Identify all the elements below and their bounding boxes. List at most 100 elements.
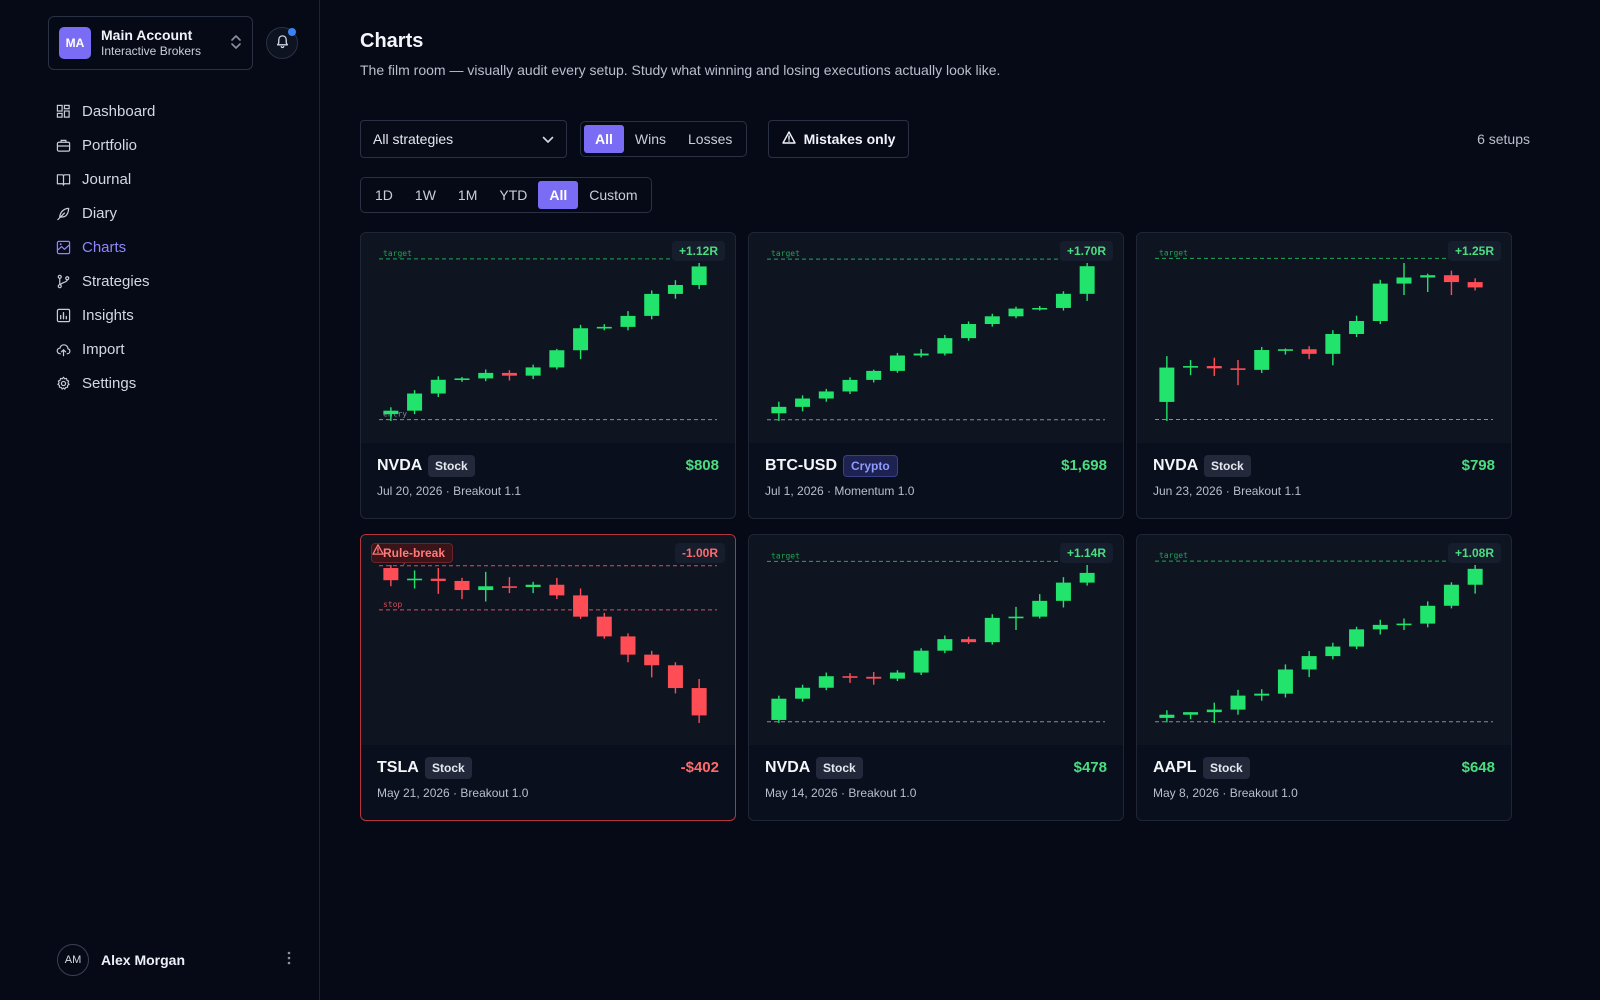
trade-date: Jun 23, 2026 — [1153, 484, 1223, 498]
candle-body — [644, 654, 660, 666]
sidebar-item-portfolio[interactable]: Portfolio — [48, 128, 288, 162]
sidebar-item-strategies[interactable]: Strategies — [48, 264, 288, 298]
sidebar-item-insights[interactable]: Insights — [48, 298, 288, 332]
user-name: Alex Morgan — [101, 952, 186, 968]
candle-body — [1159, 714, 1175, 718]
candle-body — [1396, 623, 1412, 626]
candle-body — [691, 688, 707, 716]
candlestick-chart: targetentry+1.12R — [361, 233, 735, 443]
candle-body — [866, 676, 882, 679]
candle-up — [596, 324, 612, 331]
candle-up — [667, 280, 683, 299]
range-option-all[interactable]: All — [538, 181, 579, 209]
candle-body — [984, 316, 1000, 325]
trade-strategy: Breakout 1.1 — [1233, 484, 1302, 498]
chart-card[interactable]: target +1.25R NVDA Stock $798 Jun 23, 2026 · … — [1136, 232, 1512, 519]
range-option-1d[interactable]: 1D — [375, 187, 393, 203]
strategy-select[interactable]: All strategies — [360, 120, 567, 158]
result-option-all[interactable]: All — [584, 125, 624, 153]
rule-break-tag: Rule-break — [371, 543, 454, 563]
sidebar-item-diary[interactable]: Diary — [48, 196, 288, 230]
pnl-value: $648 — [1461, 759, 1495, 776]
candle-body — [1079, 572, 1095, 583]
sidebar-item-dashboard[interactable]: Dashboard — [48, 94, 288, 128]
user-avatar: AM — [57, 944, 89, 976]
sidebar-item-journal[interactable]: Journal — [48, 162, 288, 196]
level-label: target — [771, 551, 800, 560]
result-option-wins[interactable]: Wins — [634, 131, 667, 147]
sidebar-item-label: Import — [82, 340, 125, 358]
trade-strategy: Momentum 1.0 — [834, 484, 915, 498]
candle-body — [1055, 582, 1071, 601]
candle-up — [795, 395, 811, 412]
level-label: target — [1159, 551, 1188, 560]
sidebar-item-import[interactable]: Import — [48, 332, 288, 366]
candle-down — [961, 636, 977, 644]
sidebar: MA Main Account Interactive Brokers Dash… — [0, 0, 320, 1000]
candle-up — [1079, 263, 1095, 301]
candle-up — [1467, 565, 1483, 594]
candle-up — [937, 334, 953, 356]
candle-down — [501, 370, 517, 381]
pnl-value: -$402 — [680, 759, 719, 776]
candle-up — [1008, 306, 1024, 319]
candle-body — [795, 687, 811, 699]
result-option-losses[interactable]: Losses — [688, 131, 733, 147]
candlestick-chart: entrystop-1.00R Rule-break — [361, 535, 735, 745]
candlestick-svg: entrystop — [379, 556, 717, 723]
mistakes-only-toggle[interactable]: Mistakes only — [768, 120, 909, 158]
asset-class-tag: Stock — [425, 757, 472, 779]
date-range-filter: 1D 1W 1M YTD All Custom — [360, 177, 653, 213]
candle-body — [1079, 266, 1095, 294]
range-option-custom[interactable]: Custom — [589, 187, 638, 203]
candle-body — [1372, 624, 1388, 630]
trade-strategy: Breakout 1.1 — [453, 484, 522, 498]
candle-body — [1325, 333, 1341, 354]
page-subtitle: The film room — visually audit every set… — [360, 62, 1001, 78]
candle-body — [1032, 307, 1048, 310]
candle-body — [407, 578, 423, 581]
r-multiple-badge: +1.12R — [671, 241, 725, 261]
user-profile[interactable]: AM Alex Morgan — [57, 944, 297, 976]
candlestick-svg: target — [767, 249, 1105, 421]
candle-body — [573, 595, 589, 617]
range-option-1w[interactable]: 1W — [414, 187, 436, 203]
chart-card[interactable]: target +1.70R BTC-USD Crypto $1,698 Jul 1, 20… — [748, 232, 1124, 519]
candle-body — [454, 580, 470, 591]
chart-card[interactable]: entrystop-1.00R Rule-break TSLA Stock -$402 M… — [360, 534, 736, 821]
candle-up — [984, 614, 1000, 645]
account-switcher[interactable]: MA Main Account Interactive Brokers — [48, 16, 253, 70]
sidebar-item-charts[interactable]: Charts — [48, 230, 288, 264]
trade-meta: May 21, 2026 · Breakout 1.0 — [377, 786, 529, 800]
candle-body — [1420, 605, 1436, 624]
candle-body — [961, 639, 977, 643]
account-avatar: MA — [59, 27, 91, 59]
candle-up — [913, 349, 929, 358]
sidebar-item-settings[interactable]: Settings — [48, 366, 288, 400]
chart-card[interactable]: target +1.14R NVDA Stock $478 May 14, 2026 · … — [748, 534, 1124, 821]
gear-icon — [56, 376, 82, 391]
notifications-button[interactable] — [266, 27, 298, 59]
candle-up — [620, 311, 636, 331]
candlestick-chart: target +1.70R — [749, 233, 1123, 443]
candle-up — [1420, 601, 1436, 628]
candle-up — [1230, 689, 1246, 715]
candle-down — [1467, 278, 1483, 291]
warning-icon — [781, 131, 796, 147]
chart-card[interactable]: targetentry+1.12R NVDA Stock $808 Jul 20, 20… — [360, 232, 736, 519]
result-filter: All Wins Losses — [580, 121, 748, 157]
candle-body — [1159, 367, 1175, 402]
range-option-ytd[interactable]: YTD — [499, 187, 528, 203]
chart-card[interactable]: target +1.08R AAPL Stock $648 May 8, 2026 · B… — [1136, 534, 1512, 821]
sidebar-item-label: Portfolio — [82, 136, 138, 154]
dashboard-icon — [56, 104, 82, 119]
range-option-1m[interactable]: 1M — [457, 187, 478, 203]
account-meta: Main Account Interactive Brokers — [101, 27, 230, 60]
more-vertical-icon[interactable] — [287, 951, 297, 970]
sidebar-item-label: Settings — [82, 374, 137, 392]
level-label: stop — [383, 600, 402, 609]
candle-up — [383, 407, 399, 421]
candle-up — [1396, 618, 1412, 630]
candle-up — [1325, 642, 1341, 660]
candle-down — [620, 633, 636, 663]
